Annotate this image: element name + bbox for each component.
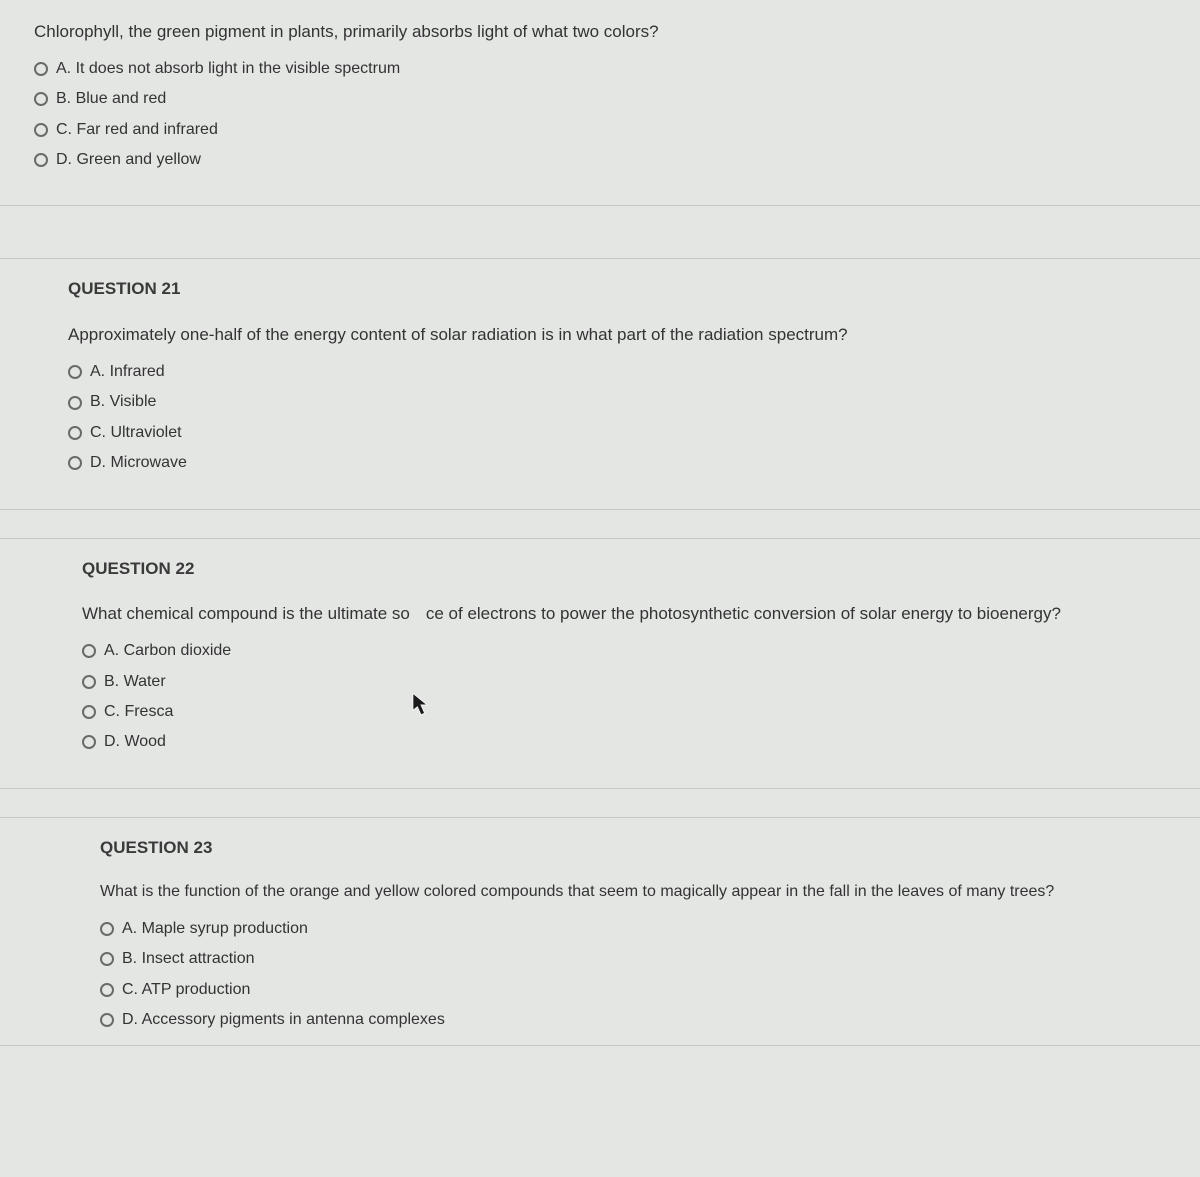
option-label: A. Maple syrup production bbox=[122, 918, 308, 940]
radio-icon[interactable] bbox=[100, 922, 114, 936]
option-label: C. Far red and infrared bbox=[56, 119, 218, 141]
option-label: D. Microwave bbox=[90, 452, 187, 474]
question-21-options: A. Infrared B. Visible C. Ultraviolet D.… bbox=[68, 357, 1162, 479]
radio-icon[interactable] bbox=[82, 705, 96, 719]
question-20-prompt: Chlorophyll, the green pigment in plants… bbox=[34, 20, 1166, 44]
radio-icon[interactable] bbox=[68, 456, 82, 470]
option-21-a[interactable]: A. Infrared bbox=[68, 357, 1162, 387]
radio-icon[interactable] bbox=[82, 675, 96, 689]
option-21-b[interactable]: B. Visible bbox=[68, 387, 1162, 417]
option-22-b[interactable]: B. Water bbox=[82, 667, 1160, 697]
option-23-c[interactable]: C. ATP production bbox=[100, 975, 1160, 1005]
option-22-a[interactable]: A. Carbon dioxide bbox=[82, 636, 1160, 666]
option-label: A. Carbon dioxide bbox=[104, 640, 231, 662]
option-20-b[interactable]: B. Blue and red bbox=[34, 84, 1166, 114]
option-label: D. Wood bbox=[104, 731, 166, 753]
option-label: C. Fresca bbox=[104, 701, 173, 723]
question-22-title: QUESTION 22 bbox=[82, 557, 1160, 581]
option-label: A. It does not absorb light in the visib… bbox=[56, 58, 400, 80]
question-23-options: A. Maple syrup production B. Insect attr… bbox=[100, 914, 1160, 1036]
option-label: C. ATP production bbox=[122, 979, 250, 1001]
question-22: QUESTION 22 What chemical compound is th… bbox=[0, 538, 1200, 789]
radio-icon[interactable] bbox=[68, 396, 82, 410]
option-label: B. Insect attraction bbox=[122, 948, 255, 970]
radio-icon[interactable] bbox=[34, 62, 48, 76]
question-20-options: A. It does not absorb light in the visib… bbox=[34, 54, 1166, 176]
option-label: B. Visible bbox=[90, 391, 156, 413]
option-20-c[interactable]: C. Far red and infrared bbox=[34, 115, 1166, 145]
question-21: QUESTION 21 Approximately one-half of th… bbox=[0, 258, 1200, 509]
radio-icon[interactable] bbox=[100, 952, 114, 966]
option-20-a[interactable]: A. It does not absorb light in the visib… bbox=[34, 54, 1166, 84]
option-label: D. Accessory pigments in antenna complex… bbox=[122, 1009, 445, 1031]
question-23: QUESTION 23 What is the function of the … bbox=[0, 817, 1200, 1047]
option-label: A. Infrared bbox=[90, 361, 165, 383]
question-22-options: A. Carbon dioxide B. Water C. Fresca D. … bbox=[82, 636, 1160, 758]
radio-icon[interactable] bbox=[82, 735, 96, 749]
radio-icon[interactable] bbox=[34, 123, 48, 137]
option-label: B. Blue and red bbox=[56, 88, 166, 110]
question-20: Chlorophyll, the green pigment in plants… bbox=[0, 20, 1200, 206]
question-21-title: QUESTION 21 bbox=[68, 277, 1162, 301]
radio-icon[interactable] bbox=[68, 365, 82, 379]
option-label: C. Ultraviolet bbox=[90, 422, 182, 444]
option-23-b[interactable]: B. Insect attraction bbox=[100, 944, 1160, 974]
option-label: D. Green and yellow bbox=[56, 149, 201, 171]
question-22-prompt-after: ce of electrons to power the photosynthe… bbox=[426, 604, 1061, 623]
question-22-prompt: What chemical compound is the ultimate s… bbox=[82, 602, 1160, 626]
option-23-a[interactable]: A. Maple syrup production bbox=[100, 914, 1160, 944]
radio-icon[interactable] bbox=[82, 644, 96, 658]
question-23-prompt: What is the function of the orange and y… bbox=[100, 881, 1160, 903]
option-21-d[interactable]: D. Microwave bbox=[68, 448, 1162, 478]
question-22-prompt-before: What chemical compound is the ultimate s… bbox=[82, 604, 410, 623]
option-22-c[interactable]: C. Fresca bbox=[82, 697, 1160, 727]
option-22-d[interactable]: D. Wood bbox=[82, 727, 1160, 757]
option-20-d[interactable]: D. Green and yellow bbox=[34, 145, 1166, 175]
question-21-prompt: Approximately one-half of the energy con… bbox=[68, 323, 1162, 347]
radio-icon[interactable] bbox=[34, 92, 48, 106]
option-23-d[interactable]: D. Accessory pigments in antenna complex… bbox=[100, 1005, 1160, 1035]
option-label: B. Water bbox=[104, 671, 166, 693]
option-21-c[interactable]: C. Ultraviolet bbox=[68, 418, 1162, 448]
radio-icon[interactable] bbox=[34, 153, 48, 167]
radio-icon[interactable] bbox=[68, 426, 82, 440]
question-23-title: QUESTION 23 bbox=[100, 836, 1160, 860]
radio-icon[interactable] bbox=[100, 983, 114, 997]
quiz-page: Chlorophyll, the green pigment in plants… bbox=[0, 0, 1200, 1046]
radio-icon[interactable] bbox=[100, 1013, 114, 1027]
